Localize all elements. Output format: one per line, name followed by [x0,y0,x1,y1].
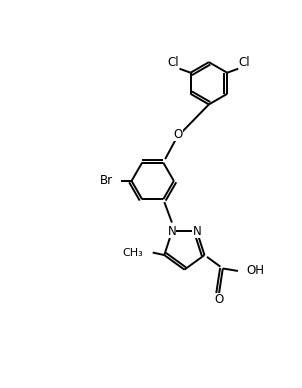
Text: OH: OH [246,265,264,277]
Text: O: O [174,128,183,141]
Text: Cl: Cl [239,56,250,69]
Text: Br: Br [100,175,113,187]
Text: N: N [168,225,176,238]
Text: Cl: Cl [168,56,179,69]
Text: O: O [214,293,223,307]
Text: CH₃: CH₃ [122,248,143,258]
Text: N: N [192,225,201,238]
